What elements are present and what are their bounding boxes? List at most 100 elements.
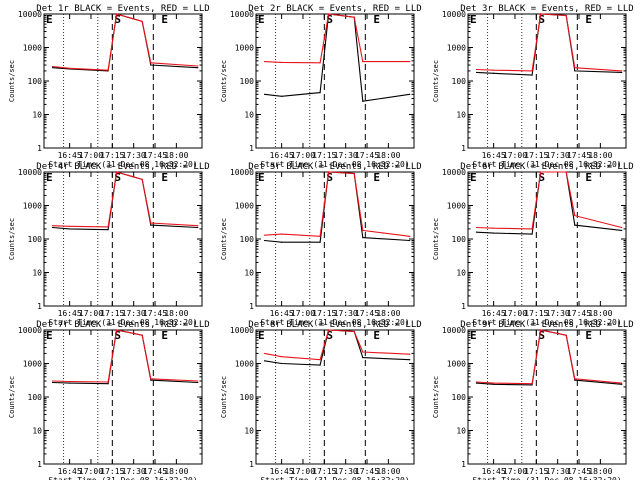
events-series-line-point	[263, 239, 266, 242]
end-marker-label: E	[585, 13, 592, 26]
chart-panel-8: Det 8r BLACK = Events, RED = LLD 1 10 100 10…	[220, 320, 422, 480]
y-tick-label: 1000	[235, 202, 254, 211]
y-tick-label: 10000	[442, 326, 466, 335]
x-tick-label: 17:30	[122, 151, 146, 160]
end-marker-label: E	[470, 329, 477, 342]
events-series-line-point	[621, 383, 623, 385]
x-tick-label: 17:45	[355, 467, 379, 476]
events-series-line-point	[409, 93, 411, 95]
events-series-line	[476, 329, 622, 386]
lld-series-line-point	[263, 234, 266, 236]
events-series-line	[476, 13, 622, 76]
lld-series-line-point	[565, 334, 567, 336]
y-tick-label: 10000	[18, 10, 42, 19]
y-tick-label: 100	[28, 393, 43, 402]
y-tick-label: 10	[244, 269, 254, 278]
lld-series-line-point	[621, 226, 623, 229]
events-series-line-point	[51, 226, 54, 229]
events-series-line-point	[621, 229, 623, 232]
plot-frame	[43, 13, 203, 149]
x-tick-label: 17:30	[546, 151, 570, 160]
events-series-line-point	[531, 384, 533, 386]
x-tick-label: 16:45	[270, 467, 294, 476]
x-tick-label: 18:00	[588, 309, 612, 318]
x-tick-label: 17:30	[546, 467, 570, 476]
lld-series-line	[476, 329, 622, 385]
lld-series-line-point	[141, 178, 143, 181]
x-tick-label: 17:00	[79, 151, 103, 160]
y-tick-label: 1000	[447, 44, 466, 53]
lld-series-line-point	[263, 352, 266, 355]
x-tick-label: 17:00	[503, 151, 527, 160]
y-tick-label: 1	[249, 302, 254, 311]
chart-panel-9: Det 9r BLACK = Events, RED = LLD 1 10 100 10…	[432, 320, 634, 480]
x-tick-label: 17:15	[524, 467, 548, 476]
chart-title: Det 1r BLACK = Events, RED = LLD	[36, 4, 209, 14]
events-series-line-point	[197, 381, 199, 384]
lld-series-line-point	[69, 67, 71, 69]
y-tick-label: 100	[240, 77, 255, 86]
lld-series-line-point	[539, 171, 542, 173]
x-axis-label: Start Time (31-Dec-08 16:32:20)	[48, 476, 197, 480]
y-tick-label: 10000	[18, 168, 42, 177]
events-series-line	[52, 13, 198, 72]
start-marker-label: S	[114, 13, 121, 26]
events-series-line	[264, 329, 410, 366]
plot-frame	[43, 171, 203, 307]
lld-series-line-point	[51, 225, 54, 227]
lld-series-line-point	[150, 378, 152, 380]
lld-series-line-point	[531, 383, 533, 385]
events-series-line-point	[362, 357, 364, 359]
end-marker-label: E	[258, 329, 265, 342]
lld-series-line-point	[493, 227, 495, 229]
events-series-line-point	[621, 71, 623, 74]
lld-series-line-point	[69, 380, 71, 383]
x-tick-label: 16:45	[58, 309, 82, 318]
chart-title: Det 8r BLACK = Events, RED = LLD	[248, 320, 421, 330]
end-marker-label: E	[470, 13, 477, 26]
lld-series-line	[264, 13, 410, 64]
start-marker-label: S	[326, 13, 333, 26]
y-axis-label: Counts/sec	[220, 376, 228, 418]
lld-series-line-point	[107, 69, 109, 71]
events-series-line-point	[51, 381, 54, 384]
chart-panel-2: Det 2r BLACK = Events, RED = LLD 1 10 100 10…	[220, 4, 422, 169]
end-marker-label: E	[585, 329, 592, 342]
y-tick-label: 1000	[235, 44, 254, 53]
y-tick-label: 10	[456, 269, 466, 278]
lld-series-line-point	[565, 14, 567, 17]
events-series-line-point	[493, 72, 495, 74]
lld-series-line-point	[539, 13, 542, 15]
x-tick-label: 18:00	[376, 467, 400, 476]
chart-title: Det 2r BLACK = Events, RED = LLD	[248, 4, 421, 14]
end-marker-label: E	[161, 13, 168, 26]
x-axis-label: Start Time (31-Dec-08 16:32:20)	[260, 160, 409, 169]
events-series-line-point	[281, 362, 283, 365]
x-tick-label: 17:45	[567, 151, 591, 160]
y-tick-label: 10000	[442, 168, 466, 177]
y-tick-label: 10	[244, 427, 254, 436]
x-tick-label: 16:45	[58, 467, 82, 476]
start-marker-label: S	[538, 13, 545, 26]
y-tick-label: 100	[452, 393, 467, 402]
lld-series-line-point	[197, 65, 199, 67]
x-tick-label: 17:30	[546, 309, 570, 318]
events-series-line-point	[574, 70, 576, 72]
events-series-line-point	[51, 67, 54, 69]
lld-series-line-point	[115, 171, 118, 173]
events-series-line-point	[319, 92, 321, 94]
y-axis-label: Counts/sec	[8, 60, 16, 102]
x-tick-label: 17:00	[291, 467, 315, 476]
lld-series-line-point	[327, 171, 330, 173]
chart-title: Det 4r BLACK = Events, RED = LLD	[36, 162, 209, 172]
x-tick-label: 17:15	[100, 151, 124, 160]
x-tick-label: 17:30	[334, 151, 358, 160]
lld-series-line-point	[281, 356, 283, 358]
lld-series-line-point	[141, 20, 143, 23]
end-marker-label: E	[470, 171, 477, 184]
y-axis-label: Counts/sec	[8, 218, 16, 260]
lld-series-line-point	[319, 359, 321, 361]
x-tick-label: 17:45	[143, 467, 167, 476]
lld-series-line	[476, 13, 622, 72]
chart-title: Det 9r BLACK = Events, RED = LLD	[460, 320, 633, 330]
